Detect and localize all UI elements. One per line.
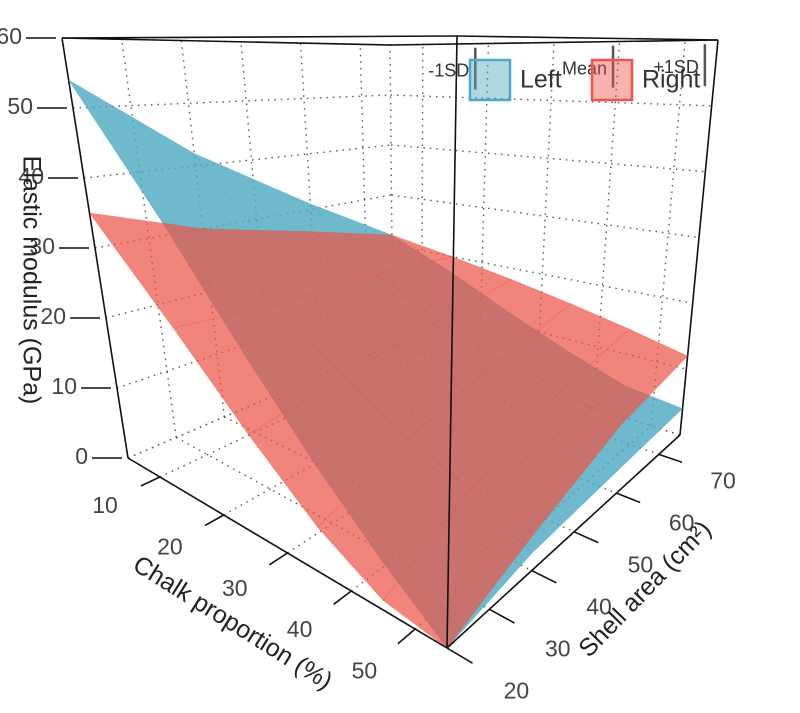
z-tick-label: 40 <box>18 163 44 189</box>
surface-patch <box>470 390 622 536</box>
legend-swatch <box>590 58 634 102</box>
box-edge <box>679 39 719 436</box>
tick-mark <box>658 453 683 464</box>
tick-mark <box>616 492 641 504</box>
y-tick-label: 40 <box>586 593 612 619</box>
y-tick-label: 60 <box>669 509 695 535</box>
grid-line <box>390 144 706 173</box>
y-axis-title: Shell area (cm²) <box>573 515 717 662</box>
annotation: -1SD <box>428 60 469 80</box>
grid-line <box>391 194 700 239</box>
surface-patch <box>560 328 689 426</box>
z-axis-title: Elastic modulus (GPa) <box>17 156 45 405</box>
z-tick-label: 30 <box>29 233 55 259</box>
y-tick-label: 30 <box>545 635 571 661</box>
tick-mark <box>204 514 225 527</box>
axis-line <box>446 434 681 649</box>
annotation: +1SD <box>653 57 699 77</box>
grid-line <box>175 436 490 610</box>
z-tick-label: 60 <box>0 23 22 49</box>
y-tick-label: 20 <box>504 677 530 703</box>
z-tick-label: 0 <box>75 443 88 469</box>
box-edge <box>389 39 719 46</box>
tick-mark <box>397 628 416 645</box>
surface <box>88 212 689 649</box>
tick-mark <box>140 476 161 487</box>
x-tick-label: 10 <box>92 492 118 518</box>
box-edge <box>61 37 129 459</box>
box-edge <box>61 35 458 39</box>
x-tick-label: 50 <box>352 657 378 683</box>
tick-mark <box>268 552 288 566</box>
z-tick-label: 50 <box>7 93 33 119</box>
tick-mark <box>488 608 515 624</box>
box-edge <box>61 37 391 46</box>
x-tick-label: 30 <box>222 575 248 601</box>
z-tick-label: 20 <box>40 303 66 329</box>
box-edge <box>389 44 394 346</box>
annotation: Mean <box>562 58 607 78</box>
box-edge <box>456 35 719 41</box>
y-tick-label: 70 <box>710 467 736 493</box>
grid-line <box>72 94 391 109</box>
tick-mark <box>333 590 352 605</box>
tick-mark <box>446 647 473 664</box>
x-tick-label: 40 <box>287 616 313 642</box>
legend-swatch <box>468 58 512 102</box>
tick-mark <box>531 569 557 584</box>
grid-line <box>593 41 621 409</box>
grid-line <box>478 43 490 373</box>
legend-label: Right <box>642 66 700 94</box>
legend-label: Left <box>520 66 562 94</box>
surface-patch <box>382 489 534 649</box>
y-tick-label: 50 <box>628 551 654 577</box>
z-tick-label: 10 <box>51 373 77 399</box>
grid-line <box>390 94 712 107</box>
box-edge <box>446 35 458 649</box>
x-tick-label: 20 <box>157 533 183 559</box>
tick-mark <box>573 531 599 544</box>
